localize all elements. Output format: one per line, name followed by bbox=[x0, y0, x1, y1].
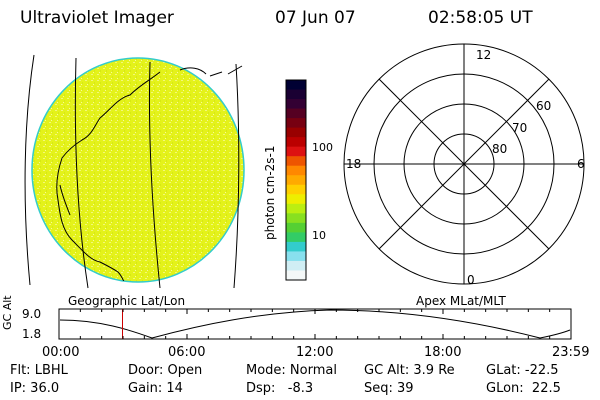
timeline-xtick-0600: 06:00 bbox=[168, 345, 206, 360]
color-scale-step bbox=[286, 99, 306, 110]
gain-readout: Gain: 14 bbox=[128, 381, 183, 396]
dsp-readout: Dsp: -8.3 bbox=[246, 381, 314, 396]
timeline-xtick-1800: 18:00 bbox=[424, 345, 462, 360]
coastline-overlay bbox=[56, 71, 161, 282]
earth-disk bbox=[31, 57, 245, 283]
observation-time: 02:58:05 UT bbox=[428, 8, 533, 28]
color-scale-step bbox=[286, 156, 306, 167]
color-scale-step bbox=[286, 89, 306, 100]
color-scale-step bbox=[286, 108, 306, 119]
color-scale-step bbox=[286, 232, 306, 243]
altitude-curve bbox=[59, 309, 571, 339]
mlt-label-0: 0 bbox=[467, 273, 475, 287]
terminator-dashes bbox=[179, 65, 243, 77]
mlt-label-6: 6 bbox=[577, 157, 585, 171]
orbit-altitude-timeline bbox=[58, 308, 572, 340]
mlat-label-60: 60 bbox=[536, 99, 551, 113]
glat-readout: GLat: -22.5 bbox=[486, 363, 559, 378]
color-scale-step bbox=[286, 127, 306, 138]
color-tick-10: 10 bbox=[312, 229, 326, 242]
apex-caption: Apex MLat/MLT bbox=[416, 294, 506, 308]
timeline-axis-label: GC Alt bbox=[1, 295, 14, 330]
observation-date: 07 Jun 07 bbox=[275, 8, 356, 28]
color-scale-step bbox=[286, 203, 306, 214]
ip-readout: IP: 36.0 bbox=[10, 381, 60, 396]
timeline-ytick-high: 9.0 bbox=[22, 307, 42, 321]
door-readout: Door: Open bbox=[128, 363, 203, 378]
mlat-label-80: 80 bbox=[492, 142, 507, 156]
color-tick-100: 100 bbox=[312, 141, 333, 154]
color-scale-step bbox=[286, 213, 306, 224]
color-scale-step bbox=[286, 175, 306, 186]
color-scale-step bbox=[286, 241, 306, 253]
mlt-label-12: 12 bbox=[476, 48, 491, 62]
filter-readout: Flt: LBHL bbox=[10, 363, 68, 378]
color-scale-step bbox=[286, 270, 306, 281]
color-scale-step bbox=[286, 222, 306, 233]
timeline-xtick-1200: 12:00 bbox=[296, 345, 334, 360]
color-scale-bar bbox=[285, 79, 307, 281]
color-scale-step bbox=[286, 260, 306, 272]
mlt-diagonal-2 bbox=[378, 78, 550, 250]
seq-readout: Seq: 39 bbox=[364, 381, 414, 396]
instrument-title: Ultraviolet Imager bbox=[20, 8, 174, 28]
color-scale-step bbox=[286, 118, 306, 129]
geographic-caption: Geographic Lat/Lon bbox=[68, 294, 186, 308]
mlt-label-18: 18 bbox=[346, 157, 361, 171]
color-scale-step bbox=[286, 146, 306, 157]
timeline-xtick-0000: 00:00 bbox=[42, 345, 80, 360]
mlat-label-70: 70 bbox=[512, 121, 527, 135]
color-scale-border bbox=[285, 79, 307, 281]
color-scale-step bbox=[286, 165, 306, 176]
color-scale-step bbox=[286, 194, 306, 205]
color-scale-step bbox=[286, 137, 306, 148]
color-scale-step bbox=[286, 184, 306, 195]
color-scale-step bbox=[286, 80, 306, 91]
timeline-xtick-2359: 23:59 bbox=[552, 345, 590, 360]
longitude-lines bbox=[24, 54, 240, 289]
glon-readout: GLon: 22.5 bbox=[486, 381, 561, 396]
color-scale-step bbox=[286, 251, 306, 262]
gc-alt-readout: GC Alt: 3.9 Re bbox=[364, 363, 455, 378]
timeline-ytick-low: 1.8 bbox=[22, 327, 42, 341]
mode-readout: Mode: Normal bbox=[246, 363, 337, 378]
